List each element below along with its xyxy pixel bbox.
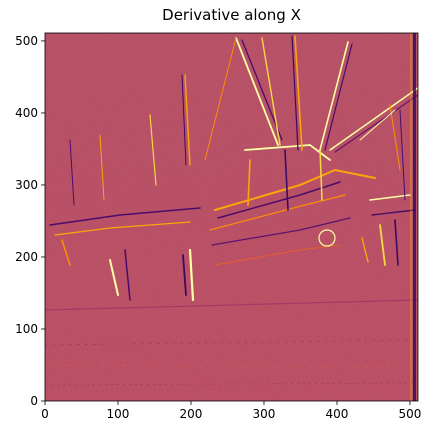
x-tick-label: 200 — [180, 407, 203, 421]
y-tick-label: 300 — [15, 178, 38, 192]
x-axis: 0 100 200 300 400 500 — [41, 401, 421, 421]
y-tick-label: 0 — [30, 394, 38, 408]
boat-edges — [49, 144, 416, 302]
plot-title: Derivative along X — [162, 6, 301, 24]
derivative-image — [45, 33, 418, 401]
x-tick-label: 300 — [253, 407, 276, 421]
x-tick-label: 500 — [399, 407, 422, 421]
y-tick-label: 400 — [15, 106, 38, 120]
masts-rigging — [69, 35, 418, 206]
ground-texture — [45, 299, 418, 386]
x-tick-label: 400 — [326, 407, 349, 421]
y-tick-label: 200 — [15, 250, 38, 264]
x-tick-label: 0 — [41, 407, 49, 421]
y-tick-label: 500 — [15, 34, 38, 48]
y-axis: 0 100 200 300 400 500 — [15, 34, 45, 408]
y-tick-label: 100 — [15, 322, 38, 336]
axes-frame — [44, 32, 419, 402]
x-tick-label: 100 — [107, 407, 130, 421]
right-border-edge — [410, 33, 416, 401]
